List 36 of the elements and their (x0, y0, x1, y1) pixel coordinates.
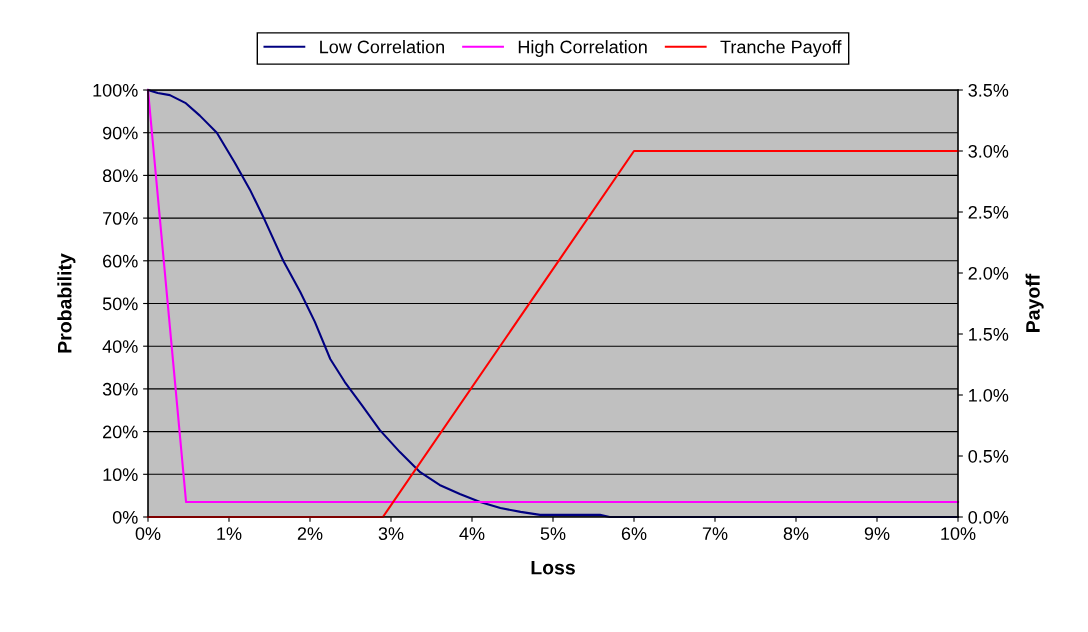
y2-tick-label: 2.5% (968, 205, 1009, 219)
y-tick-label: 100% (93, 83, 138, 97)
x-tick-label: 10% (941, 527, 976, 540)
x-tick-label: 5% (540, 527, 566, 540)
y-tick-label: 90% (102, 126, 138, 140)
x-tick-label: 9% (864, 527, 890, 540)
x-tick-label: 6% (621, 527, 647, 540)
x-tick-label: 2% (297, 527, 323, 540)
y2-axis-title: Payoff (1025, 273, 1044, 332)
y2-tick-label: 0.0% (968, 510, 1009, 524)
x-tick-label: 3% (378, 527, 404, 540)
y2-tick-label: 3.0% (968, 144, 1009, 158)
legend-label: Tranche Payoff (720, 40, 842, 57)
y-tick-label: 50% (102, 297, 138, 311)
legend-label: High Correlation (518, 40, 647, 57)
y2-tick-label: 2.0% (968, 266, 1009, 280)
y-tick-label: 70% (103, 212, 138, 225)
x-tick-label: 7% (702, 527, 728, 540)
y2-tick-label: 1.5% (969, 328, 1009, 341)
y2-tick-label: 0.5% (968, 449, 1009, 463)
y2-tick-label: 1.0% (969, 388, 1009, 402)
y-tick-label: 40% (102, 340, 138, 353)
x-tick-label: 1% (217, 527, 242, 540)
y-axis-title: Probability (57, 253, 76, 353)
x-tick-label: 0% (135, 527, 161, 540)
y2-tick-label: 3.5% (968, 83, 1009, 97)
y-tick-label: 60% (103, 254, 138, 268)
y-tick-label: 30% (102, 382, 138, 396)
y-tick-label: 20% (103, 425, 138, 439)
y-tick-label: 0% (112, 510, 138, 524)
x-tick-label: 4% (459, 527, 485, 540)
x-tick-label: 8% (783, 527, 809, 540)
legend-label: Low Correlation (320, 40, 444, 54)
y-tick-label: 80% (102, 169, 138, 183)
y-tick-label: 10% (103, 468, 138, 482)
x-axis-title: Loss (531, 560, 575, 575)
